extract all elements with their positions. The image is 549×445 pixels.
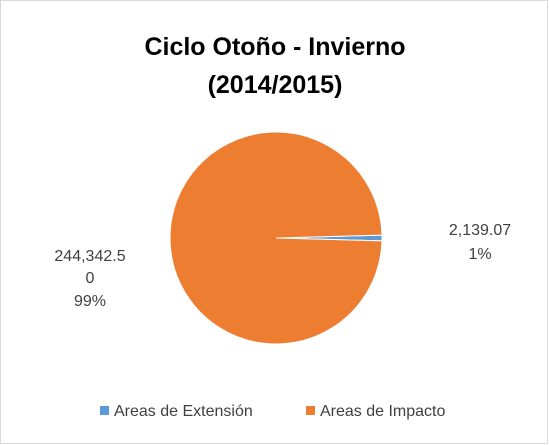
data-label: 244,342.50 xyxy=(54,248,126,287)
label-box: 99% xyxy=(73,293,107,310)
title-box: Ciclo Otoño - Invierno (2014/2015) xyxy=(144,33,406,99)
percent-label: 99% xyxy=(73,293,107,310)
data-label: 2,139.07 xyxy=(448,222,512,239)
legend-swatch xyxy=(306,406,315,415)
legend-label: Areas de Extensión xyxy=(114,403,253,420)
pie-slice xyxy=(169,131,383,345)
label-box: 2,139.07 xyxy=(448,222,512,239)
chart-title: Ciclo Otoño - Invierno (2014/2015) xyxy=(144,33,406,99)
legend-label: Areas de Impacto xyxy=(320,403,446,420)
label-box: 244,342.50 xyxy=(54,248,126,287)
label-box: 1% xyxy=(468,246,492,263)
percent-label: 1% xyxy=(468,246,492,263)
legend-swatch xyxy=(100,406,109,415)
